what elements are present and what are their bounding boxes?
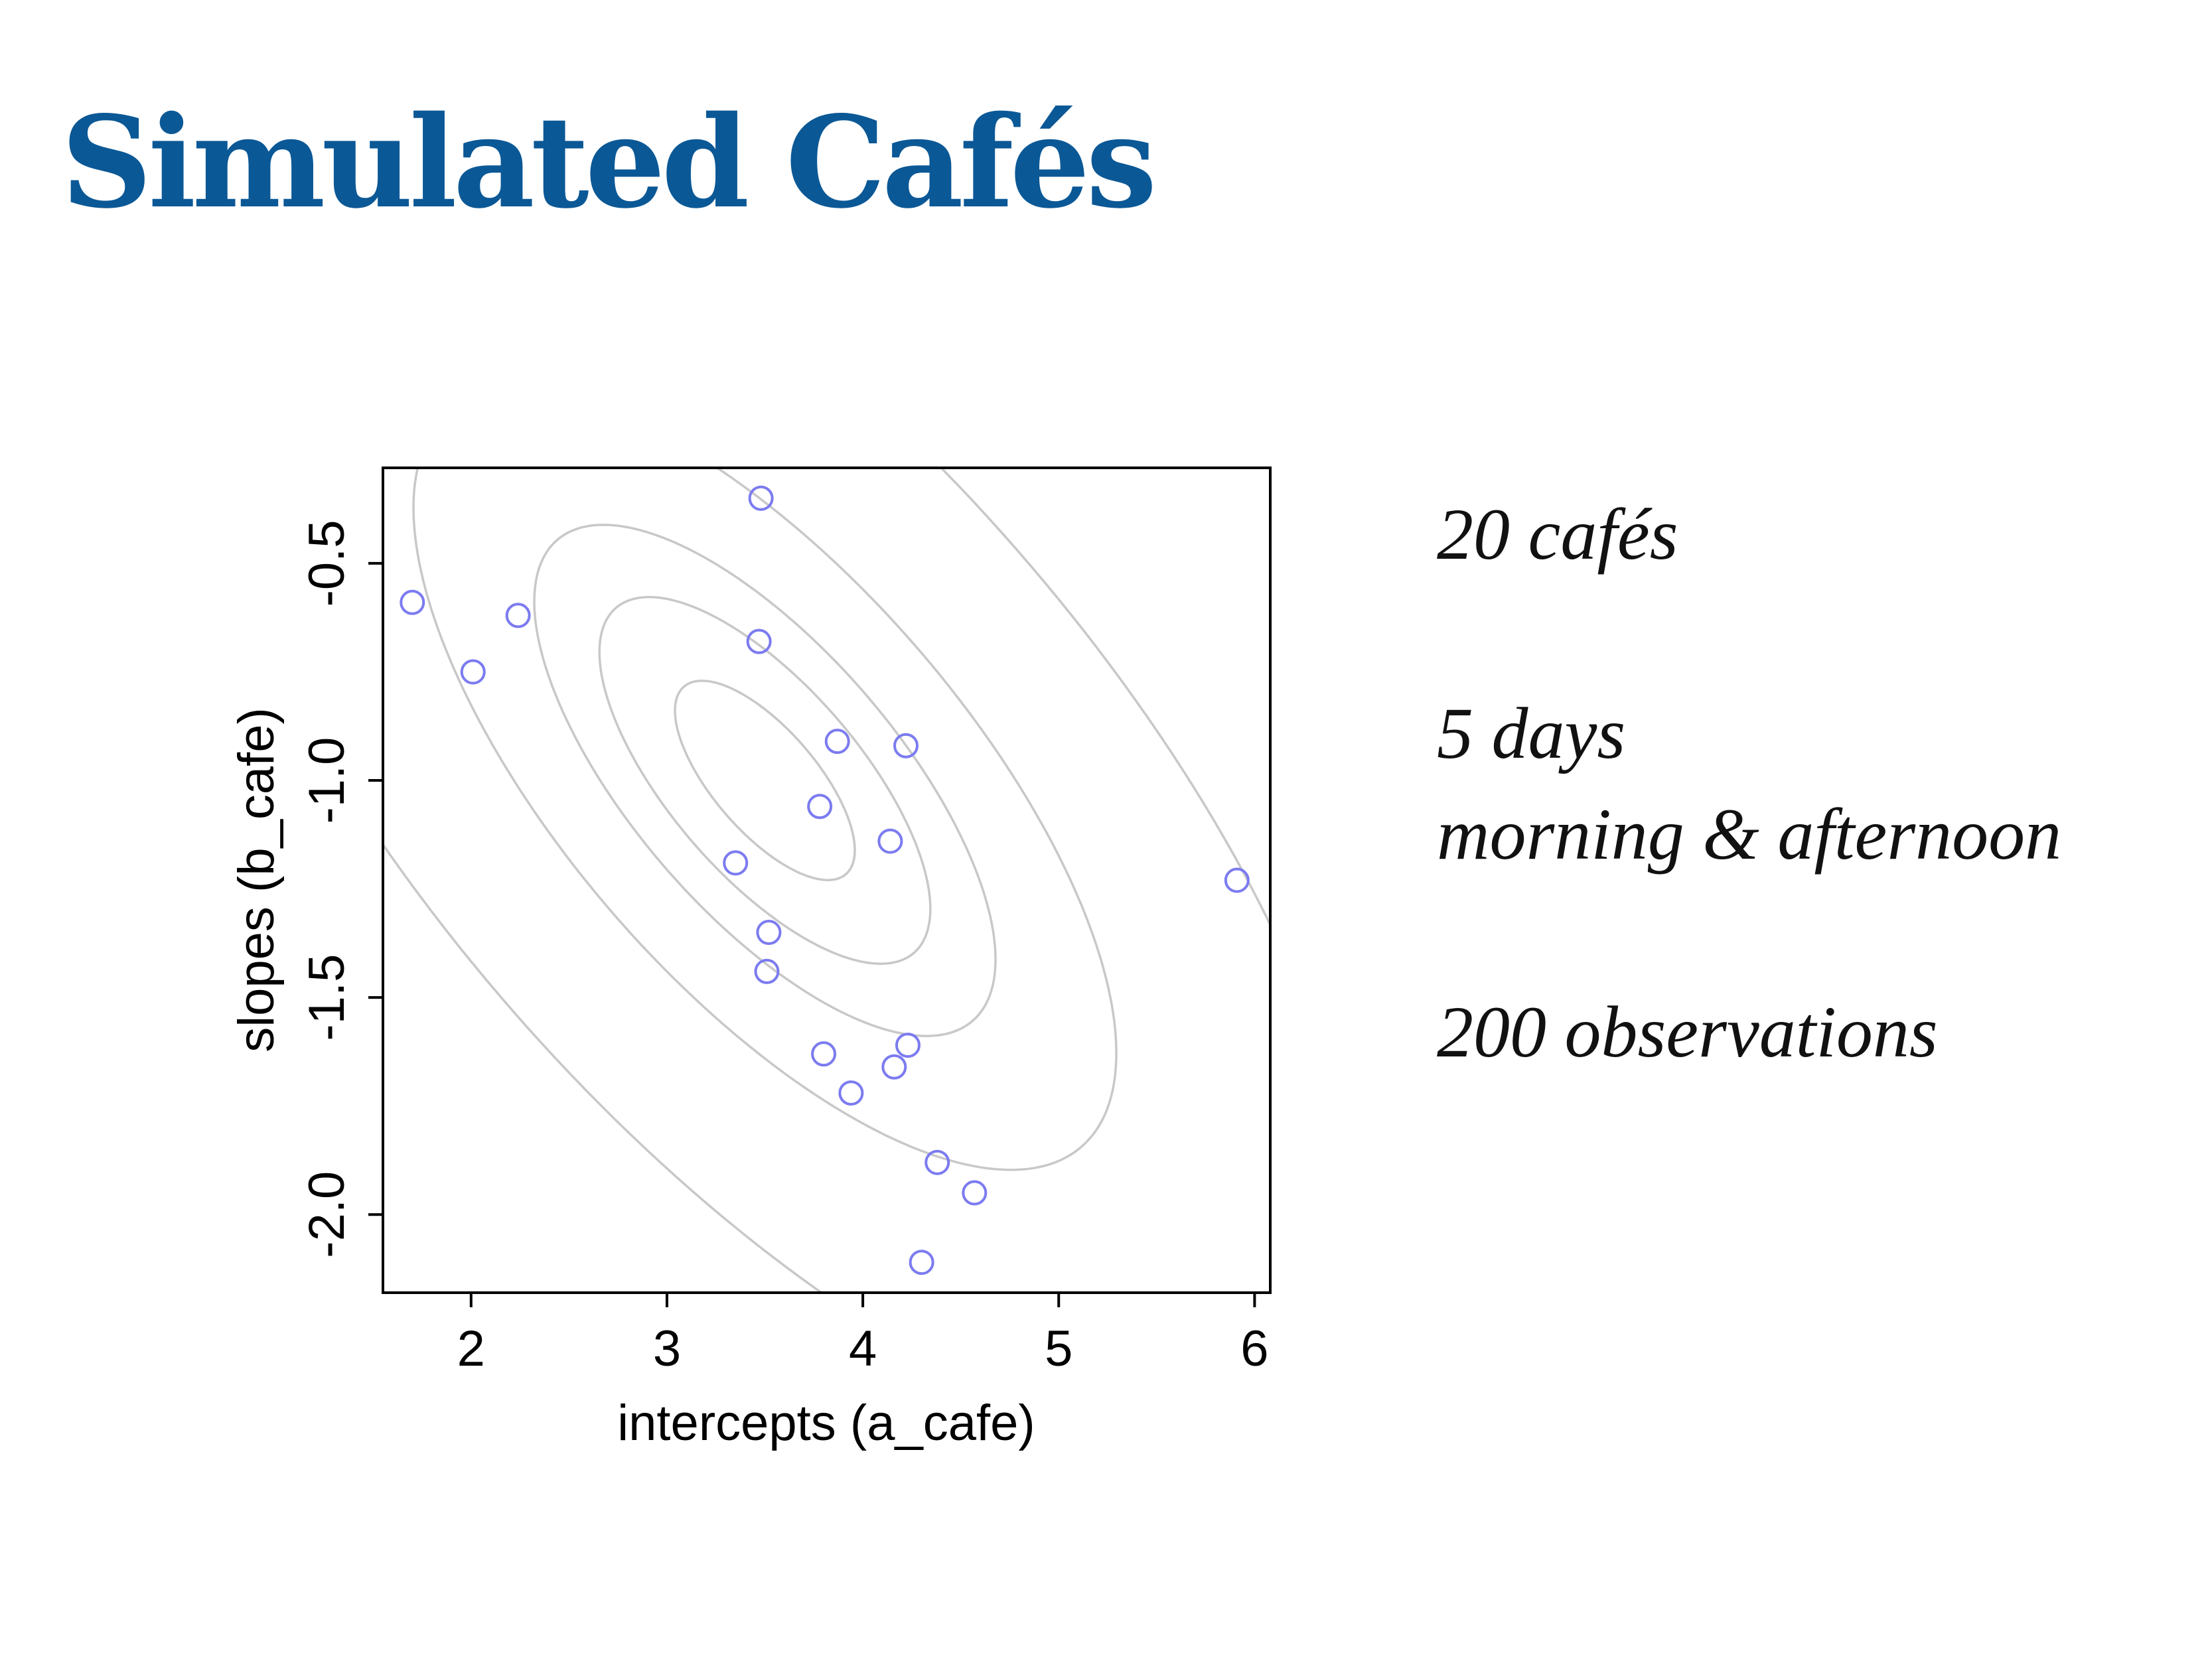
x-tick-label: 5 [1045,1321,1072,1377]
data-point [893,733,919,758]
x-tick-label: 2 [457,1321,485,1377]
data-point [895,1033,921,1058]
points-layer [400,485,1250,1275]
x-tick-label: 4 [849,1321,877,1377]
data-point [962,1180,988,1206]
y-tick-label: -1.0 [299,737,355,824]
note-times: morning & afternoon [1437,794,2062,875]
data-point [877,828,903,854]
y-tick-label: -1.5 [299,954,355,1041]
data-point [723,850,749,876]
data-point [909,1250,934,1275]
contour-line-3 [533,524,997,1037]
slide-title: Simulated Cafés [61,88,1157,236]
data-point [756,920,782,946]
data-point [460,659,486,685]
data-point [748,485,774,511]
contour-line-5 [383,468,1270,1293]
note-cafes: 20 cafés [1437,494,1678,575]
data-point [746,628,772,654]
x-axis: 2 3 4 5 6 [457,1293,1269,1377]
note-observations: 200 observations [1437,991,1938,1072]
y-tick-label: -2.0 [299,1171,355,1258]
data-point [824,729,850,755]
data-point [505,603,531,628]
contour-line-1 [674,680,856,881]
x-tick-label: 6 [1240,1321,1268,1377]
data-point [838,1080,864,1106]
contour-line-2 [598,596,932,966]
note-days: 5 days [1437,693,1626,774]
y-tick-label: -0.5 [299,520,355,607]
contour-layer [383,468,1270,1293]
data-point [811,1041,837,1067]
data-point [807,794,833,820]
y-axis-label: slopes (b_cafe) [228,707,285,1052]
data-point [881,1054,907,1080]
y-axis: -2.0 -1.5 -1.0 -0.5 [299,520,383,1258]
data-point [924,1149,950,1175]
contour-line-4 [412,468,1118,1171]
x-tick-label: 3 [653,1321,681,1377]
plot-frame [382,467,1272,1294]
data-point [754,958,780,984]
x-axis-label: intercepts (a_cafe) [617,1395,1035,1451]
data-point [400,589,425,615]
data-point [1224,867,1250,893]
